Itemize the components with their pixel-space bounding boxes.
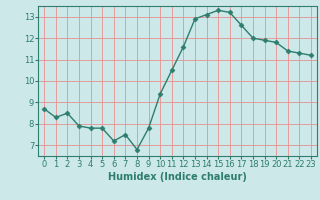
X-axis label: Humidex (Indice chaleur): Humidex (Indice chaleur) <box>108 172 247 182</box>
